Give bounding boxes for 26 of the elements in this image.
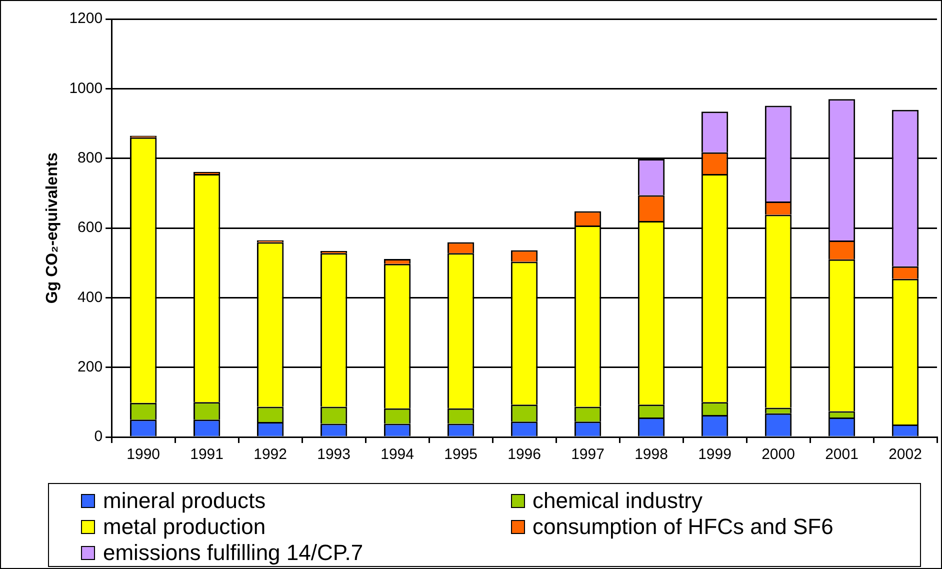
x-tick-label: 1990 bbox=[126, 446, 160, 464]
x-tick-label: 1996 bbox=[508, 446, 541, 464]
y-tick-label: 0 bbox=[94, 428, 103, 446]
y-tick-label: 200 bbox=[78, 358, 103, 376]
x-tick-label: 1999 bbox=[698, 446, 732, 464]
x-tick-label: 1993 bbox=[317, 446, 350, 464]
x-tick-label: 1995 bbox=[444, 446, 478, 464]
x-tick-label: 2000 bbox=[762, 446, 795, 464]
x-tick-label: 2001 bbox=[825, 446, 858, 464]
y-tick-label: 1200 bbox=[69, 10, 103, 28]
y-tick-label: 400 bbox=[78, 288, 103, 306]
legend-label: emissions fulfilling 14/CP.7 bbox=[103, 540, 364, 565]
legend-label: chemical industry bbox=[532, 488, 702, 513]
x-tick-label: 1991 bbox=[190, 446, 224, 464]
legend-label: consumption of HFCs and SF6 bbox=[532, 514, 834, 539]
y-axis-title: Gg CO₂-equivalents bbox=[44, 152, 62, 304]
x-tick-label: 1992 bbox=[254, 446, 287, 464]
x-tick-label: 1997 bbox=[571, 446, 604, 464]
x-tick-label: 2002 bbox=[888, 446, 922, 464]
y-tick-label: 800 bbox=[78, 149, 103, 166]
x-tick-label: 1994 bbox=[380, 446, 414, 464]
y-tick-label: 600 bbox=[78, 219, 103, 236]
legend-label: metal production bbox=[103, 514, 266, 539]
legend-label: mineral products bbox=[103, 488, 266, 513]
x-tick-label: 1998 bbox=[634, 446, 668, 464]
y-tick-label: 1000 bbox=[69, 80, 103, 97]
